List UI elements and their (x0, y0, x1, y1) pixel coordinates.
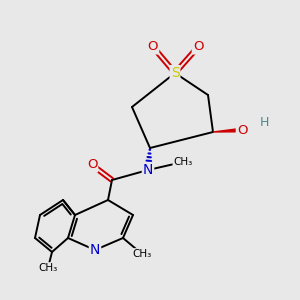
Text: O: O (193, 40, 203, 53)
Text: S: S (171, 66, 179, 80)
Text: N: N (90, 243, 100, 257)
Text: CH₃: CH₃ (38, 263, 58, 273)
Text: CH₃: CH₃ (173, 157, 193, 167)
Text: N: N (143, 163, 153, 177)
Polygon shape (213, 128, 242, 132)
Text: O: O (237, 124, 247, 136)
Text: CH₃: CH₃ (132, 249, 152, 259)
Text: H: H (259, 116, 269, 128)
Text: O: O (87, 158, 97, 172)
Text: O: O (148, 40, 158, 53)
